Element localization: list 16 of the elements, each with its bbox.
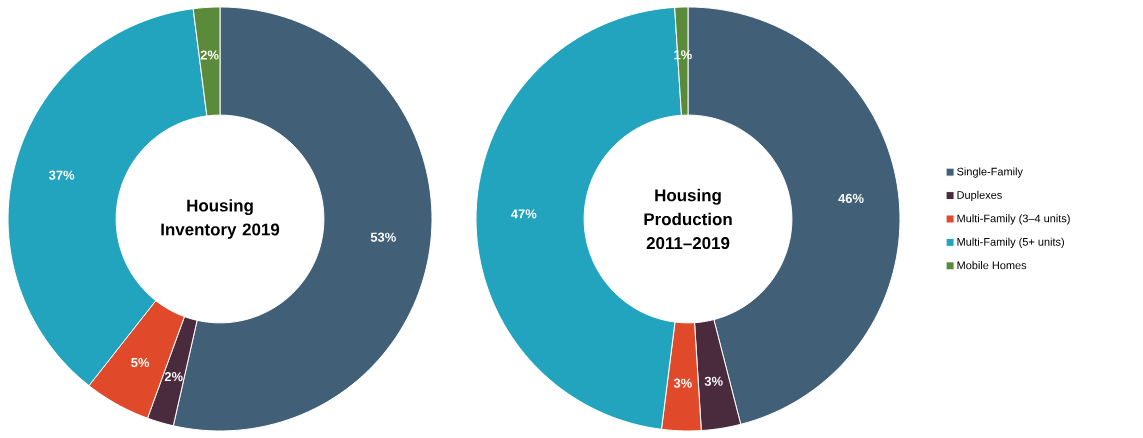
data-label: 53% — [370, 232, 396, 242]
data-label: 2% — [200, 50, 219, 60]
legend-label: Single-Family — [957, 167, 1023, 178]
legend-label: Duplexes — [957, 190, 1002, 202]
text: Housing Production 2011–2019 — [644, 188, 732, 250]
text: Housing Inventory 2019 — [161, 199, 280, 239]
data-label: 47% — [511, 209, 537, 219]
data-label: 46% — [838, 193, 864, 203]
data-label: 37% — [48, 170, 75, 180]
data-label: 2% — [164, 372, 183, 382]
legend-label: Multi-Family (3–4 units) — [957, 214, 1070, 225]
data-label: 3% — [704, 376, 723, 386]
data-label: 5% — [131, 357, 150, 368]
legend-label: Multi-Family (5+ units) — [957, 237, 1064, 248]
legend-label: Mobile Homes — [957, 261, 1027, 270]
data-label: 3% — [673, 378, 692, 388]
